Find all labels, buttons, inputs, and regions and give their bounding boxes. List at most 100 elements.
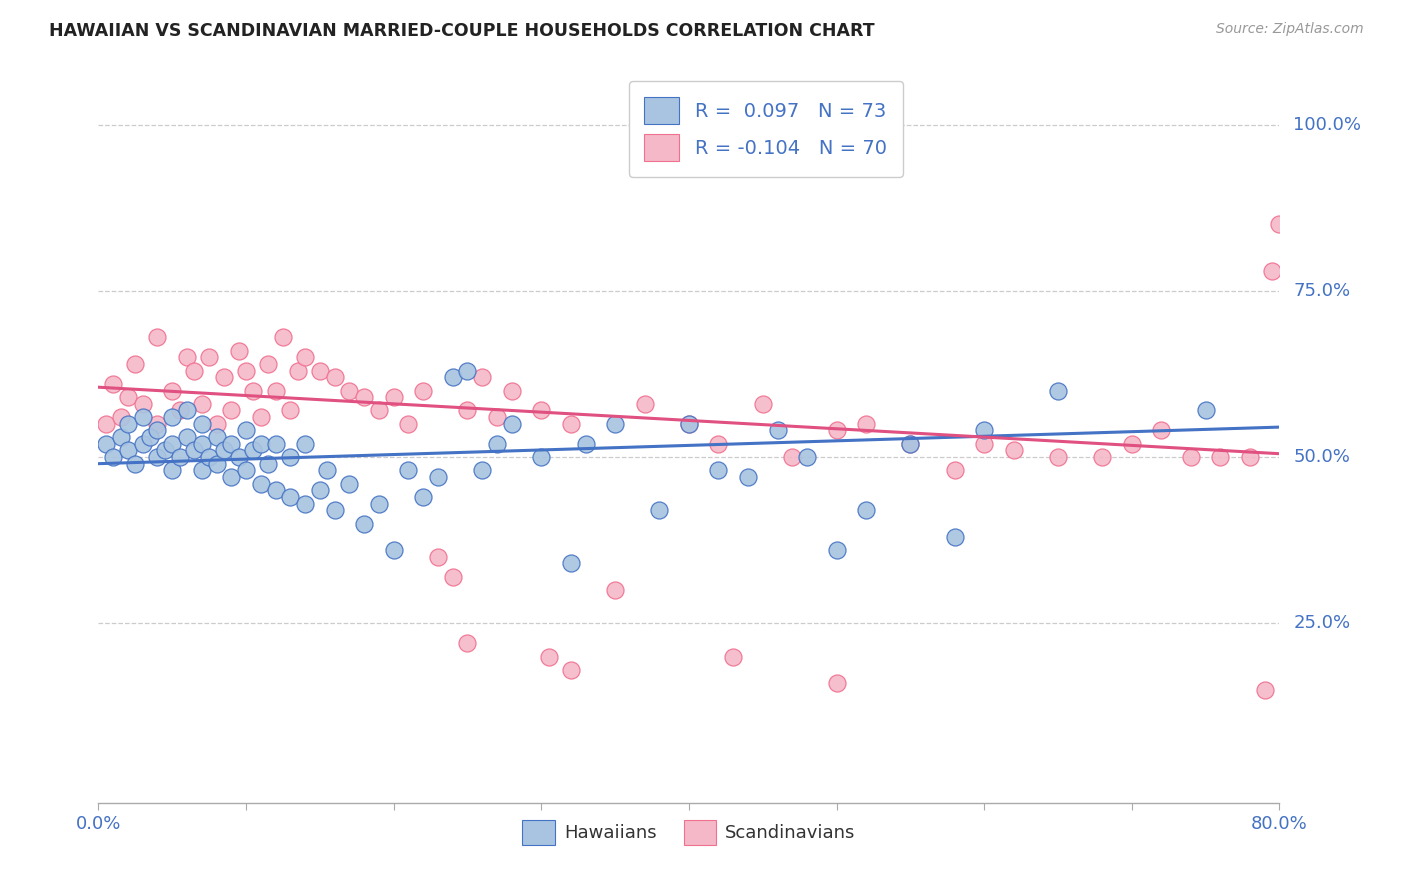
Point — [191, 397, 214, 411]
Point — [855, 503, 877, 517]
Point — [221, 436, 243, 450]
Point — [1046, 384, 1070, 398]
Point — [1239, 450, 1261, 464]
Point — [176, 351, 198, 365]
Point — [1150, 424, 1173, 438]
Point — [132, 436, 155, 450]
Point — [221, 403, 243, 417]
Point — [323, 370, 346, 384]
Point — [221, 470, 243, 484]
Point — [191, 436, 214, 450]
Point — [228, 343, 250, 358]
Point — [427, 470, 450, 484]
Point — [782, 450, 804, 464]
Point — [900, 436, 922, 450]
Point — [235, 424, 257, 438]
Point — [146, 417, 169, 431]
Point — [825, 676, 848, 690]
Point — [176, 430, 198, 444]
Point — [271, 330, 294, 344]
Point — [280, 403, 302, 417]
Point — [353, 390, 375, 404]
Point — [486, 410, 509, 425]
Point — [257, 357, 280, 371]
Point — [471, 370, 494, 384]
Point — [250, 410, 273, 425]
Point — [1121, 436, 1143, 450]
Point — [560, 557, 582, 571]
Point — [441, 570, 464, 584]
Text: HAWAIIAN VS SCANDINAVIAN MARRIED-COUPLE HOUSEHOLDS CORRELATION CHART: HAWAIIAN VS SCANDINAVIAN MARRIED-COUPLE … — [49, 22, 875, 40]
Point — [309, 483, 332, 498]
Point — [287, 363, 309, 377]
Point — [183, 363, 205, 377]
Point — [280, 450, 302, 464]
Point — [191, 463, 214, 477]
Point — [855, 417, 877, 431]
Point — [605, 417, 627, 431]
Point — [1254, 682, 1277, 697]
Point — [501, 384, 523, 398]
Point — [796, 450, 818, 464]
Point — [309, 363, 332, 377]
Point — [169, 450, 191, 464]
Point — [471, 463, 494, 477]
Point — [153, 443, 176, 458]
Point — [94, 436, 117, 450]
Point — [412, 490, 434, 504]
Point — [560, 663, 582, 677]
Point — [176, 403, 198, 417]
Point — [486, 436, 509, 450]
Point — [146, 424, 169, 438]
Point — [294, 497, 316, 511]
Point — [146, 330, 169, 344]
Point — [264, 483, 287, 498]
Point — [257, 457, 280, 471]
Point — [1209, 450, 1232, 464]
Point — [353, 516, 375, 531]
Point — [316, 463, 339, 477]
Point — [323, 503, 346, 517]
Legend: Hawaiians, Scandinavians: Hawaiians, Scandinavians — [515, 813, 863, 852]
Point — [398, 463, 420, 477]
Point — [117, 443, 139, 458]
Point — [1180, 450, 1202, 464]
Point — [1195, 403, 1218, 417]
Point — [766, 424, 789, 438]
Point — [242, 443, 264, 458]
Point — [1046, 450, 1070, 464]
Point — [280, 490, 302, 504]
Point — [124, 357, 146, 371]
Text: 25.0%: 25.0% — [1294, 615, 1351, 632]
Point — [235, 463, 257, 477]
Point — [678, 417, 700, 431]
Point — [94, 417, 117, 431]
Point — [250, 476, 273, 491]
Point — [943, 463, 966, 477]
Point — [973, 436, 995, 450]
Point — [191, 417, 214, 431]
Point — [530, 403, 553, 417]
Point — [537, 649, 560, 664]
Point — [235, 363, 257, 377]
Point — [103, 376, 125, 391]
Point — [339, 384, 361, 398]
Point — [634, 397, 657, 411]
Point — [169, 403, 191, 417]
Point — [707, 436, 730, 450]
Point — [205, 417, 228, 431]
Point — [212, 443, 235, 458]
Point — [339, 476, 361, 491]
Point — [678, 417, 700, 431]
Point — [124, 457, 146, 471]
Point — [294, 351, 316, 365]
Point — [605, 582, 627, 597]
Point — [117, 417, 139, 431]
Point — [132, 397, 155, 411]
Point — [132, 410, 155, 425]
Text: Source: ZipAtlas.com: Source: ZipAtlas.com — [1216, 22, 1364, 37]
Point — [264, 384, 287, 398]
Text: 75.0%: 75.0% — [1294, 282, 1351, 300]
Point — [457, 636, 479, 650]
Point — [146, 450, 169, 464]
